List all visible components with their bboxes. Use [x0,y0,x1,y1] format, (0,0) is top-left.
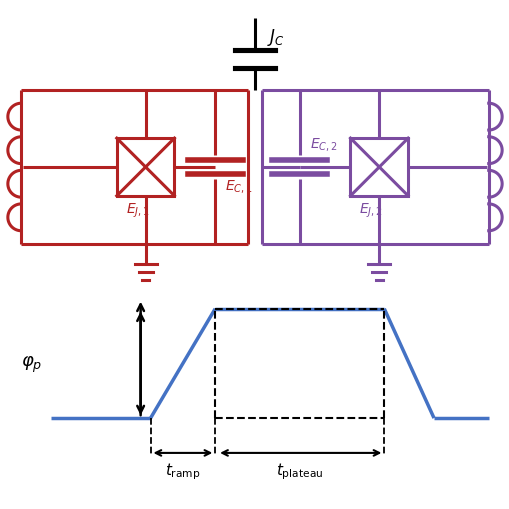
Text: $E_{J,1}$: $E_{J,1}$ [125,202,149,220]
Text: $J_C$: $J_C$ [266,27,284,48]
Text: $t_{\rm ramp}$: $t_{\rm ramp}$ [165,461,200,482]
Text: $E_{C,2}$: $E_{C,2}$ [309,136,337,153]
Text: $E_{J,2}$: $E_{J,2}$ [359,202,383,220]
Text: $\varphi_p$: $\varphi_p$ [20,354,42,374]
Text: $E_{C,1}$: $E_{C,1}$ [224,178,252,194]
Bar [117,139,174,196]
Bar [350,139,407,196]
Text: $t_{\rm plateau}$: $t_{\rm plateau}$ [275,461,323,482]
